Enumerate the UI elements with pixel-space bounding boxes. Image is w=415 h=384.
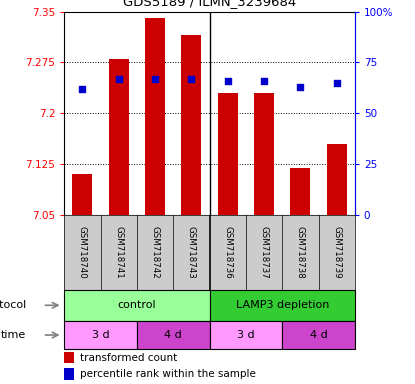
Text: control: control bbox=[117, 300, 156, 310]
Point bbox=[152, 76, 159, 82]
Text: GSM718738: GSM718738 bbox=[296, 226, 305, 279]
Text: LAMP3 depletion: LAMP3 depletion bbox=[236, 300, 329, 310]
Bar bbox=[137, 321, 210, 349]
Point bbox=[261, 78, 267, 84]
Bar bbox=[210, 321, 282, 349]
Text: GSM718743: GSM718743 bbox=[187, 226, 196, 279]
Bar bbox=[64, 352, 75, 364]
Bar bbox=[64, 368, 75, 380]
Bar bbox=[327, 144, 347, 215]
Point bbox=[115, 76, 122, 82]
Text: 3 d: 3 d bbox=[237, 330, 255, 340]
Point bbox=[225, 78, 231, 84]
Bar bbox=[282, 321, 355, 349]
Text: 3 d: 3 d bbox=[92, 330, 110, 340]
Title: GDS5189 / ILMN_3239684: GDS5189 / ILMN_3239684 bbox=[123, 0, 296, 8]
Bar bbox=[109, 59, 129, 215]
Bar bbox=[254, 93, 274, 215]
Bar bbox=[64, 290, 210, 321]
Text: percentile rank within the sample: percentile rank within the sample bbox=[81, 369, 256, 379]
Text: transformed count: transformed count bbox=[81, 353, 178, 362]
Point bbox=[333, 79, 340, 86]
Text: GSM718737: GSM718737 bbox=[259, 226, 269, 279]
Bar bbox=[218, 93, 238, 215]
Bar bbox=[290, 167, 310, 215]
Text: time: time bbox=[1, 330, 26, 340]
Text: protocol: protocol bbox=[0, 300, 26, 310]
Text: 4 d: 4 d bbox=[310, 330, 327, 340]
Text: GSM718740: GSM718740 bbox=[78, 226, 87, 279]
Bar bbox=[73, 174, 93, 215]
Bar bbox=[145, 18, 165, 215]
Point bbox=[79, 86, 86, 92]
Text: GSM718739: GSM718739 bbox=[332, 226, 341, 279]
Text: 4 d: 4 d bbox=[164, 330, 182, 340]
Text: GSM718736: GSM718736 bbox=[223, 226, 232, 279]
Bar bbox=[181, 35, 201, 215]
Text: GSM718741: GSM718741 bbox=[114, 226, 123, 279]
Bar bbox=[210, 290, 355, 321]
Text: GSM718742: GSM718742 bbox=[151, 226, 160, 279]
Point bbox=[297, 84, 304, 90]
Bar bbox=[64, 321, 137, 349]
Point bbox=[188, 76, 195, 82]
